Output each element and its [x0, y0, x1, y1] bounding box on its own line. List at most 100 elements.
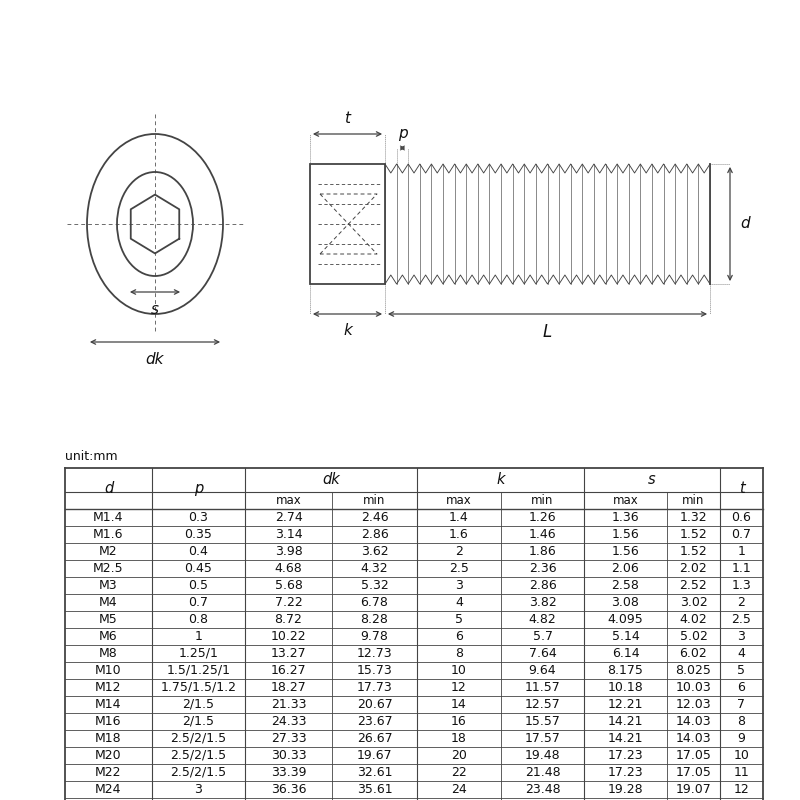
Text: 12: 12: [734, 782, 750, 796]
Text: min: min: [682, 494, 705, 507]
Text: dk: dk: [322, 472, 340, 487]
Text: 0.4: 0.4: [189, 545, 209, 558]
Text: M1.6: M1.6: [94, 528, 124, 541]
Text: M24: M24: [95, 782, 122, 796]
Text: unit:mm: unit:mm: [65, 450, 118, 463]
Text: 24: 24: [451, 782, 467, 796]
Text: M20: M20: [95, 749, 122, 762]
Text: s: s: [648, 472, 656, 487]
Text: 12.03: 12.03: [676, 698, 711, 711]
Text: 0.7: 0.7: [189, 596, 209, 609]
Text: 7: 7: [738, 698, 746, 711]
Text: 7.64: 7.64: [529, 646, 556, 660]
Text: 4.02: 4.02: [680, 613, 707, 626]
Text: M14: M14: [95, 698, 122, 711]
Text: 11: 11: [734, 766, 750, 779]
Text: 0.3: 0.3: [189, 511, 209, 524]
Text: 19.48: 19.48: [525, 749, 560, 762]
Text: 8: 8: [738, 715, 746, 728]
Text: 8.175: 8.175: [607, 664, 643, 677]
Text: 4.82: 4.82: [529, 613, 556, 626]
Text: M18: M18: [95, 732, 122, 745]
Text: 2.02: 2.02: [680, 562, 707, 574]
Text: 14: 14: [451, 698, 467, 711]
Text: 4: 4: [455, 596, 463, 609]
Text: 11.57: 11.57: [525, 681, 560, 694]
Text: M12: M12: [95, 681, 122, 694]
Text: 2: 2: [738, 596, 746, 609]
Text: 1.56: 1.56: [612, 545, 639, 558]
Text: 17.57: 17.57: [525, 732, 561, 745]
Text: 10.03: 10.03: [676, 681, 711, 694]
Text: 4.095: 4.095: [608, 613, 643, 626]
Text: 5: 5: [738, 664, 746, 677]
Text: 2.74: 2.74: [274, 511, 302, 524]
Text: 6.02: 6.02: [680, 646, 707, 660]
Text: 20: 20: [451, 749, 467, 762]
Text: M16: M16: [95, 715, 122, 728]
Text: 2.06: 2.06: [612, 562, 639, 574]
Text: 9: 9: [738, 732, 746, 745]
Text: 2.46: 2.46: [361, 511, 388, 524]
Text: 19.07: 19.07: [676, 782, 711, 796]
Text: 3.02: 3.02: [680, 596, 707, 609]
Text: 4.68: 4.68: [274, 562, 302, 574]
Text: 2.86: 2.86: [529, 579, 556, 592]
Text: 1.56: 1.56: [612, 528, 639, 541]
Text: max: max: [446, 494, 472, 507]
Text: p: p: [398, 126, 407, 141]
Text: min: min: [531, 494, 554, 507]
Text: k: k: [496, 472, 505, 487]
Text: 3.08: 3.08: [611, 596, 639, 609]
Text: 3: 3: [738, 630, 746, 643]
Text: 5.14: 5.14: [612, 630, 639, 643]
Text: 0.35: 0.35: [185, 528, 213, 541]
Text: 2.52: 2.52: [680, 579, 707, 592]
Text: M2: M2: [99, 545, 118, 558]
Text: 8.28: 8.28: [361, 613, 389, 626]
Text: M4: M4: [99, 596, 118, 609]
Text: 0.8: 0.8: [189, 613, 209, 626]
Text: 2: 2: [455, 545, 463, 558]
Text: 10: 10: [451, 664, 467, 677]
Text: 1: 1: [194, 630, 202, 643]
Text: 7.22: 7.22: [274, 596, 302, 609]
Text: 3.98: 3.98: [274, 545, 302, 558]
Text: 16: 16: [451, 715, 467, 728]
Text: 0.6: 0.6: [731, 511, 751, 524]
Text: 2.36: 2.36: [529, 562, 556, 574]
Text: 5.7: 5.7: [533, 630, 553, 643]
Text: 5.32: 5.32: [361, 579, 388, 592]
Text: 20.67: 20.67: [357, 698, 392, 711]
Text: 18: 18: [451, 732, 467, 745]
Text: p: p: [194, 481, 203, 496]
Text: M10: M10: [95, 664, 122, 677]
Text: 12.57: 12.57: [525, 698, 560, 711]
Text: L: L: [543, 323, 552, 341]
Text: 2.5: 2.5: [731, 613, 751, 626]
Text: 23.48: 23.48: [525, 782, 560, 796]
Text: 10.22: 10.22: [270, 630, 306, 643]
Bar: [310, 164, 385, 284]
Text: 3.14: 3.14: [274, 528, 302, 541]
Text: 36.36: 36.36: [270, 782, 306, 796]
Text: 5.02: 5.02: [679, 630, 707, 643]
Text: 2.5/2/1.5: 2.5/2/1.5: [170, 766, 226, 779]
Text: 24.33: 24.33: [270, 715, 306, 728]
Text: 19.28: 19.28: [608, 782, 643, 796]
Text: 17.23: 17.23: [608, 766, 643, 779]
Text: 1.36: 1.36: [612, 511, 639, 524]
Text: 1.32: 1.32: [680, 511, 707, 524]
Text: 33.39: 33.39: [270, 766, 306, 779]
Text: 8.025: 8.025: [675, 664, 711, 677]
Text: M22: M22: [95, 766, 122, 779]
Text: 1.3: 1.3: [732, 579, 751, 592]
Text: 9.78: 9.78: [361, 630, 389, 643]
Text: 15.57: 15.57: [525, 715, 561, 728]
Text: 18.27: 18.27: [270, 681, 306, 694]
Text: 0.5: 0.5: [189, 579, 209, 592]
Text: 23.67: 23.67: [357, 715, 392, 728]
Text: M2.5: M2.5: [93, 562, 124, 574]
Text: 1.86: 1.86: [529, 545, 556, 558]
Text: 9.64: 9.64: [529, 664, 556, 677]
